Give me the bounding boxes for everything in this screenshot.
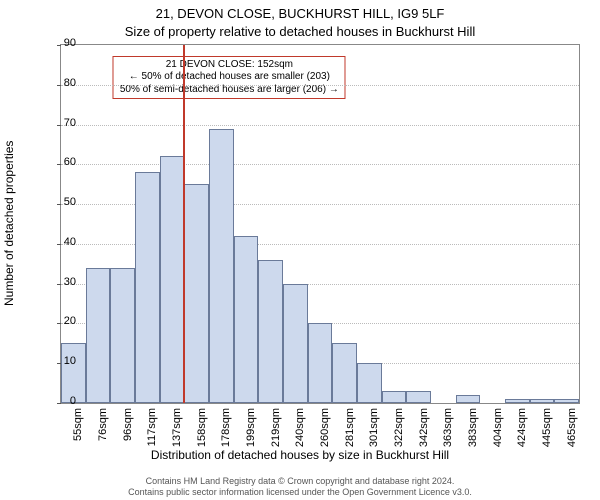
annotation-line2: ← 50% of detached houses are smaller (20… xyxy=(120,71,339,84)
xtick-label: 117sqm xyxy=(146,408,158,458)
xtick-label: 240sqm xyxy=(294,408,306,458)
histogram-bar xyxy=(357,363,382,403)
histogram-bar xyxy=(135,172,160,403)
xtick-label: 76sqm xyxy=(97,408,109,458)
xtick-label: 55sqm xyxy=(72,408,84,458)
histogram-bar xyxy=(234,236,259,403)
histogram-bar xyxy=(456,395,481,403)
ytick-label: 60 xyxy=(46,156,76,168)
chart-container: 21, DEVON CLOSE, BUCKHURST HILL, IG9 5LF… xyxy=(0,0,600,500)
xtick-label: 219sqm xyxy=(270,408,282,458)
ytick-label: 10 xyxy=(46,355,76,367)
histogram-bar xyxy=(184,184,209,403)
histogram-bar xyxy=(406,391,431,403)
histogram-bar xyxy=(382,391,407,403)
xtick-label: 404sqm xyxy=(492,408,504,458)
xtick-label: 465sqm xyxy=(566,408,578,458)
histogram-bar xyxy=(308,323,333,403)
xtick-label: 260sqm xyxy=(319,408,331,458)
ytick-label: 40 xyxy=(46,236,76,248)
gridline xyxy=(61,85,579,86)
xtick-label: 199sqm xyxy=(245,408,257,458)
ytick-label: 30 xyxy=(46,276,76,288)
histogram-bar xyxy=(530,399,555,403)
ytick-label: 80 xyxy=(46,77,76,89)
xtick-label: 178sqm xyxy=(220,408,232,458)
xtick-label: 383sqm xyxy=(467,408,479,458)
gridline xyxy=(61,164,579,165)
marker-line xyxy=(183,45,185,403)
ytick-label: 0 xyxy=(46,395,76,407)
annotation-box: 21 DEVON CLOSE: 152sqm ← 50% of detached… xyxy=(113,56,346,100)
histogram-bar xyxy=(554,399,579,403)
plot-area: 21 DEVON CLOSE: 152sqm ← 50% of detached… xyxy=(60,44,580,404)
xtick-label: 281sqm xyxy=(344,408,356,458)
histogram-bar xyxy=(209,129,234,403)
histogram-bar xyxy=(86,268,111,403)
histogram-bar xyxy=(258,260,283,403)
histogram-bar xyxy=(160,156,185,403)
histogram-bar xyxy=(332,343,357,403)
histogram-bar xyxy=(505,399,530,403)
xtick-label: 301sqm xyxy=(368,408,380,458)
y-axis-label: Number of detached properties xyxy=(2,140,16,305)
xtick-label: 322sqm xyxy=(393,408,405,458)
xtick-label: 424sqm xyxy=(516,408,528,458)
annotation-line1: 21 DEVON CLOSE: 152sqm xyxy=(120,59,339,72)
ytick-label: 90 xyxy=(46,37,76,49)
ytick-label: 50 xyxy=(46,196,76,208)
xtick-label: 137sqm xyxy=(171,408,183,458)
xtick-label: 96sqm xyxy=(122,408,134,458)
footer: Contains HM Land Registry data © Crown c… xyxy=(0,476,600,498)
gridline xyxy=(61,125,579,126)
ytick-label: 70 xyxy=(46,117,76,129)
footer-line1: Contains HM Land Registry data © Crown c… xyxy=(0,476,600,487)
xtick-label: 363sqm xyxy=(442,408,454,458)
ytick-label: 20 xyxy=(46,315,76,327)
histogram-bar xyxy=(110,268,135,403)
chart-title-line1: 21, DEVON CLOSE, BUCKHURST HILL, IG9 5LF xyxy=(0,6,600,21)
chart-title-line2: Size of property relative to detached ho… xyxy=(0,24,600,39)
xtick-label: 445sqm xyxy=(541,408,553,458)
xtick-label: 342sqm xyxy=(418,408,430,458)
xtick-label: 158sqm xyxy=(196,408,208,458)
footer-line2: Contains public sector information licen… xyxy=(0,487,600,498)
histogram-bar xyxy=(283,284,308,403)
